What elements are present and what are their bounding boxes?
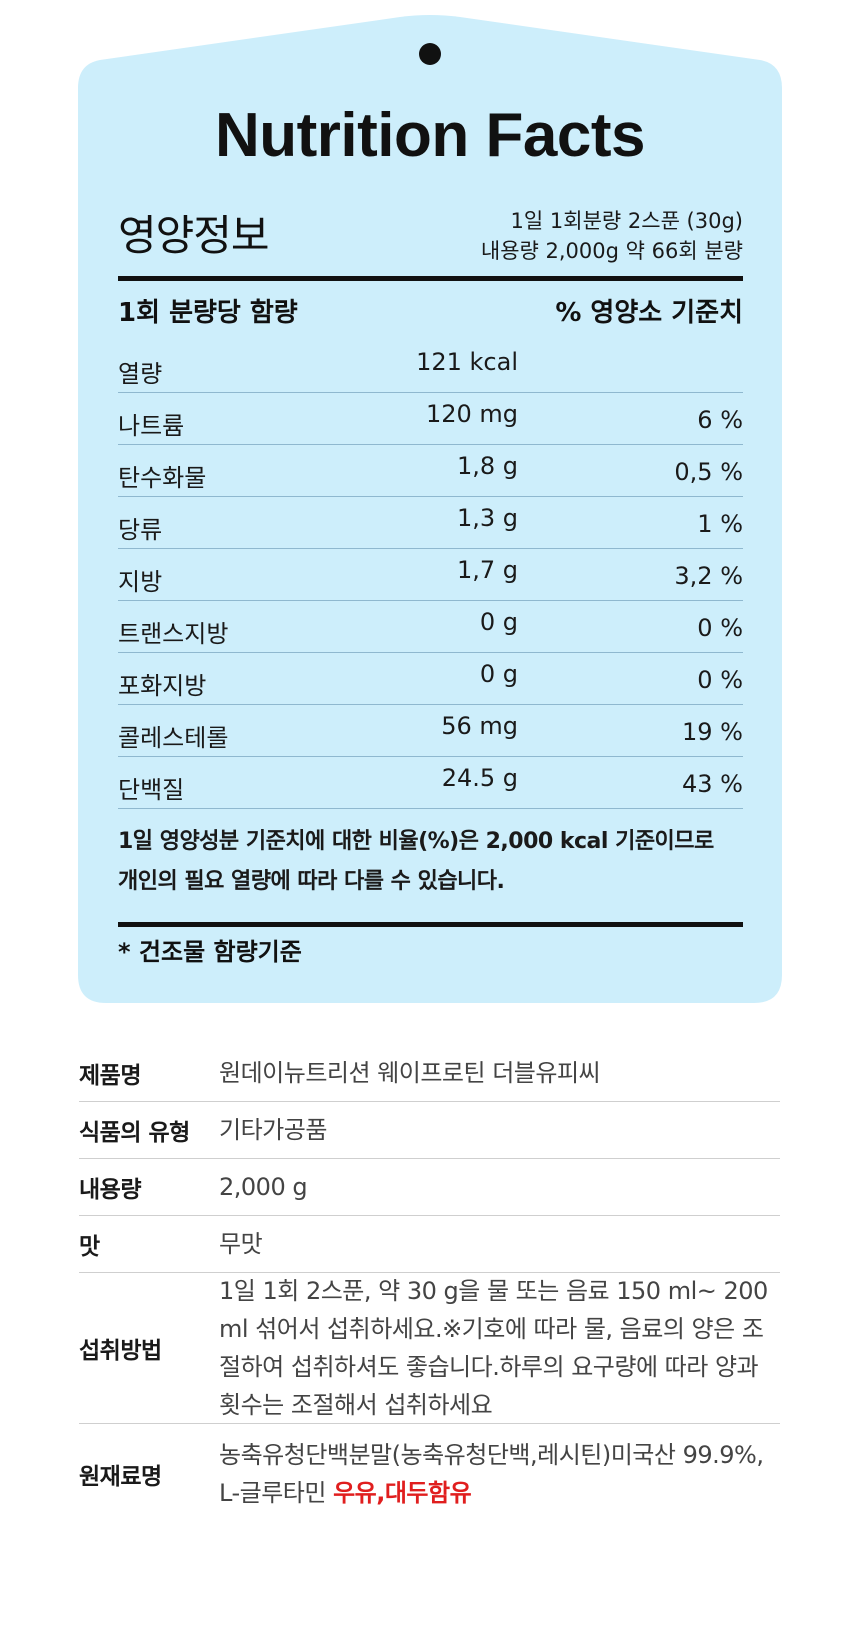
info-value-text: 기타가공품 <box>219 1116 327 1144</box>
row-divider <box>118 600 743 601</box>
nutrient-amount: 56 mg <box>441 712 518 740</box>
allergen-warning: 우유,대두함유 <box>333 1479 472 1507</box>
nutrient-amount: 0 g <box>479 608 518 636</box>
row-divider <box>118 496 743 497</box>
nutrient-label: 트랜스지방 <box>118 620 229 648</box>
row-divider <box>118 704 743 705</box>
info-value: 1일 1회 2스푼, 약 30 g을 물 또는 음료 150 ml~ 200 m… <box>219 1272 780 1424</box>
serving-size: 1일 1회분량 2스푼 (30g) <box>510 209 743 233</box>
nutrient-row: 지방 1,7 g 3,2 % <box>118 550 743 602</box>
nutrient-daily-value: 43 % <box>682 770 743 798</box>
info-value: 기타가공품 <box>219 1111 780 1149</box>
row-divider <box>118 756 743 757</box>
info-value: 2,000 g <box>219 1168 780 1206</box>
daily-value-footnote: 1일 영양성분 기준치에 대한 비율(%)은 2,000 kcal 기준이므로 … <box>118 822 748 902</box>
nutrition-facts-title: Nutrition Facts <box>215 101 645 170</box>
nutrient-label: 단백질 <box>118 776 185 804</box>
info-label: 원재료명 <box>79 1464 162 1490</box>
row-divider <box>118 808 743 809</box>
info-value-text: 1일 1회 2스푼, 약 30 g을 물 또는 음료 150 ml~ 200 m… <box>219 1277 768 1419</box>
nutrient-row: 단백질 24.5 g 43 % <box>118 758 743 810</box>
nutrient-amount: 1,8 g <box>456 452 518 480</box>
info-value-text: 원데이뉴트리션 웨이프로틴 더블유피씨 <box>219 1059 601 1087</box>
nutrient-amount: 120 mg <box>425 400 518 428</box>
info-row: 원재료명 농축유청단백분말(농축유청단백,레시틴)미국산 99.9%, L-글루타… <box>79 1424 780 1524</box>
info-value: 원데이뉴트리션 웨이프로틴 더블유피씨 <box>219 1054 780 1092</box>
nutrient-daily-value: 0 % <box>697 614 743 642</box>
nutrition-korean-title: 영양정보 <box>118 211 270 260</box>
nutrient-row: 열량 121 kcal <box>118 342 743 394</box>
nutrient-amount: 24.5 g <box>441 764 518 792</box>
info-value-text: 무맛 <box>219 1230 263 1258</box>
nutrient-daily-value: 1 % <box>697 510 743 538</box>
nutrient-label: 당류 <box>118 516 163 544</box>
info-row: 맛 무맛 <box>79 1216 780 1273</box>
daily-value-header: % 영양소 기준치 <box>555 298 743 328</box>
nutrient-row: 나트륨 120 mg 6 % <box>118 394 743 446</box>
row-divider <box>118 548 743 549</box>
nutrient-row: 당류 1,3 g 1 % <box>118 498 743 550</box>
nutrient-daily-value: 19 % <box>682 718 743 746</box>
nutrient-amount: 1,7 g <box>456 556 518 584</box>
nutrient-amount: 1,3 g <box>456 504 518 532</box>
info-row: 식품의 유형 기타가공품 <box>79 1102 780 1159</box>
info-value-text: 2,000 g <box>219 1173 308 1201</box>
bottom-thick-divider <box>118 922 743 927</box>
nutrient-daily-value: 3,2 % <box>674 562 743 590</box>
info-value: 농축유청단백분말(농축유청단백,레시틴)미국산 99.9%, L-글루타민 우유… <box>219 1436 780 1512</box>
per-serving-header: 1회 분량당 함량 <box>118 298 298 328</box>
nutrient-label: 나트륨 <box>118 412 185 440</box>
package-contents: 내용량 2,000g 약 66회 분량 <box>480 239 743 263</box>
serving-info: 1일 1회분량 2스푼 (30g) 내용량 2,000g 약 66회 분량 <box>481 206 743 266</box>
nutrient-label: 콜레스테롤 <box>118 724 229 752</box>
nutrient-row: 탄수화물 1,8 g 0,5 % <box>118 446 743 498</box>
dry-matter-note: * 건조물 함량기준 <box>118 938 302 966</box>
nutrient-label: 열량 <box>118 360 163 388</box>
nutrient-label: 포화지방 <box>118 672 207 700</box>
info-label: 섭취방법 <box>79 1338 162 1364</box>
nutrient-label: 지방 <box>118 568 163 596</box>
top-thick-divider <box>118 276 743 281</box>
info-row: 내용량 2,000 g <box>79 1159 780 1216</box>
nutrient-row: 포화지방 0 g 0 % <box>118 654 743 706</box>
info-value: 무맛 <box>219 1225 780 1263</box>
nutrient-daily-value: 0,5 % <box>674 458 743 486</box>
nutrient-amount: 121 kcal <box>416 348 518 376</box>
nutrient-daily-value: 0 % <box>697 666 743 694</box>
footnote-line-2: 개인의 필요 열량에 따라 다를 수 있습니다. <box>118 869 505 894</box>
info-label: 맛 <box>79 1234 100 1260</box>
nutrient-label: 탄수화물 <box>118 464 207 492</box>
nutrient-row: 콜레스테롤 56 mg 19 % <box>118 706 743 758</box>
nutrient-amount: 0 g <box>479 660 518 688</box>
row-divider <box>118 444 743 445</box>
info-row: 섭취방법 1일 1회 2스푼, 약 30 g을 물 또는 음료 150 ml~ 2… <box>79 1273 780 1424</box>
tag-hole-icon <box>419 43 441 65</box>
row-divider <box>118 392 743 393</box>
nutrient-row: 트랜스지방 0 g 0 % <box>118 602 743 654</box>
info-label: 제품명 <box>79 1063 141 1089</box>
nutrient-daily-value: 6 % <box>697 406 743 434</box>
row-divider <box>118 652 743 653</box>
info-label: 내용량 <box>79 1177 141 1203</box>
info-row: 제품명 원데이뉴트리션 웨이프로틴 더블유피씨 <box>79 1045 780 1102</box>
info-label: 식품의 유형 <box>79 1120 190 1146</box>
footnote-line-1: 1일 영양성분 기준치에 대한 비율(%)은 2,000 kcal 기준이므로 <box>118 829 714 854</box>
info-value-text: 농축유청단백분말(농축유청단백,레시틴)미국산 99.9%, L-글루타민 <box>219 1441 764 1507</box>
